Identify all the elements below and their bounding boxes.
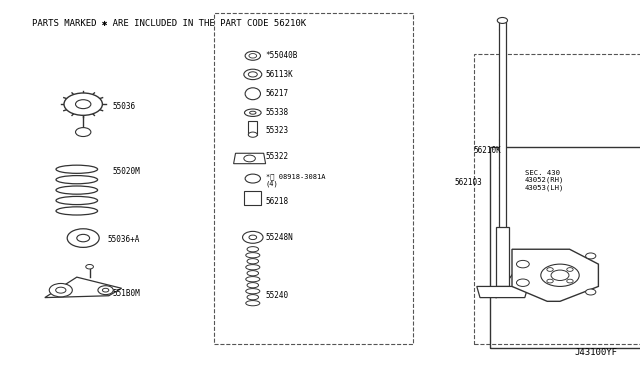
Circle shape	[77, 234, 90, 242]
Circle shape	[586, 253, 596, 259]
Circle shape	[249, 54, 257, 58]
Text: 55036+A: 55036+A	[108, 235, 140, 244]
Circle shape	[86, 264, 93, 269]
Circle shape	[245, 51, 260, 60]
Bar	[496, 227, 509, 286]
Ellipse shape	[246, 253, 260, 258]
Circle shape	[76, 100, 91, 109]
Ellipse shape	[247, 283, 259, 288]
Circle shape	[245, 174, 260, 183]
Circle shape	[567, 279, 573, 283]
Circle shape	[586, 289, 596, 295]
Ellipse shape	[246, 289, 260, 294]
Text: J43100YF: J43100YF	[575, 348, 618, 357]
Text: 55323: 55323	[266, 126, 289, 135]
Circle shape	[56, 287, 66, 293]
Circle shape	[76, 128, 91, 137]
Ellipse shape	[56, 165, 98, 173]
Text: 55322: 55322	[266, 153, 289, 161]
Circle shape	[67, 229, 99, 247]
Ellipse shape	[56, 207, 98, 215]
Bar	[248, 121, 257, 135]
Ellipse shape	[247, 295, 259, 300]
Ellipse shape	[247, 259, 259, 264]
Bar	[499, 22, 506, 231]
Circle shape	[64, 93, 102, 115]
Ellipse shape	[245, 88, 260, 100]
Text: *Ⓝ 08918-3081A
(4): *Ⓝ 08918-3081A (4)	[266, 173, 325, 187]
Circle shape	[244, 69, 262, 80]
Circle shape	[547, 267, 553, 271]
Circle shape	[567, 267, 573, 271]
Ellipse shape	[56, 186, 98, 194]
Circle shape	[49, 283, 72, 297]
Circle shape	[551, 270, 569, 280]
Polygon shape	[234, 153, 266, 164]
Circle shape	[516, 279, 529, 286]
Circle shape	[497, 17, 508, 23]
Bar	[474, 54, 640, 344]
Text: 55020M: 55020M	[112, 167, 140, 176]
Text: 55036: 55036	[112, 102, 135, 110]
Text: 55338: 55338	[266, 108, 289, 117]
Circle shape	[516, 260, 529, 268]
Polygon shape	[477, 286, 528, 298]
Circle shape	[98, 286, 113, 295]
Circle shape	[244, 155, 255, 162]
Ellipse shape	[250, 111, 256, 114]
Ellipse shape	[247, 270, 259, 276]
Circle shape	[102, 288, 109, 292]
Text: 56210K: 56210K	[474, 146, 501, 155]
Bar	[244, 191, 261, 205]
Circle shape	[243, 231, 263, 243]
Ellipse shape	[56, 176, 98, 184]
Ellipse shape	[244, 109, 261, 116]
Circle shape	[248, 132, 257, 137]
Ellipse shape	[247, 247, 259, 252]
Bar	[490, 147, 640, 348]
Ellipse shape	[56, 196, 98, 205]
Polygon shape	[512, 249, 598, 301]
Text: *55040B: *55040B	[266, 51, 298, 60]
Text: 55248N: 55248N	[266, 233, 293, 242]
Text: 562103: 562103	[454, 178, 482, 187]
Circle shape	[541, 264, 579, 286]
Ellipse shape	[246, 301, 260, 306]
Ellipse shape	[246, 277, 260, 282]
Text: 56113K: 56113K	[266, 70, 293, 79]
Text: 56218: 56218	[266, 197, 289, 206]
Text: 551B0M: 551B0M	[112, 289, 140, 298]
Circle shape	[248, 72, 257, 77]
Text: PARTS MARKED ✱ ARE INCLUDED IN THE PART CODE 56210K: PARTS MARKED ✱ ARE INCLUDED IN THE PART …	[32, 19, 306, 28]
Text: 56217: 56217	[266, 89, 289, 98]
Text: SEC. 430
43052(RH)
43053(LH): SEC. 430 43052(RH) 43053(LH)	[525, 170, 564, 191]
Polygon shape	[45, 277, 122, 298]
Text: 55240: 55240	[266, 291, 289, 300]
Ellipse shape	[246, 264, 260, 270]
Circle shape	[547, 279, 553, 283]
Bar	[214, 13, 413, 344]
Circle shape	[249, 235, 257, 240]
